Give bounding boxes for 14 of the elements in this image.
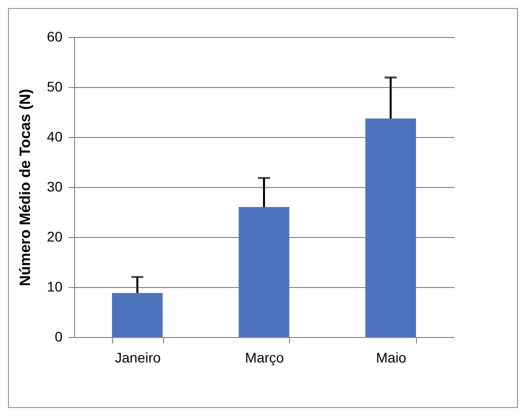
- y-tick-label: 40: [46, 128, 63, 144]
- bar: [238, 207, 290, 337]
- bar: [112, 293, 163, 337]
- x-tick-label: Maio: [376, 350, 407, 366]
- y-tick-label: 60: [46, 28, 63, 44]
- y-tick-label: 20: [46, 228, 63, 244]
- x-tick-label: Janeiro: [114, 350, 162, 366]
- y-tick-label: 50: [46, 78, 63, 94]
- y-tick-label: 10: [46, 278, 63, 294]
- x-tick-label: Março: [245, 350, 284, 366]
- y-axis-title: Número Médio de Tocas (N): [16, 88, 34, 286]
- y-tick-label: 0: [54, 328, 63, 344]
- y-tick-label: 30: [46, 178, 63, 194]
- bar: [365, 118, 416, 337]
